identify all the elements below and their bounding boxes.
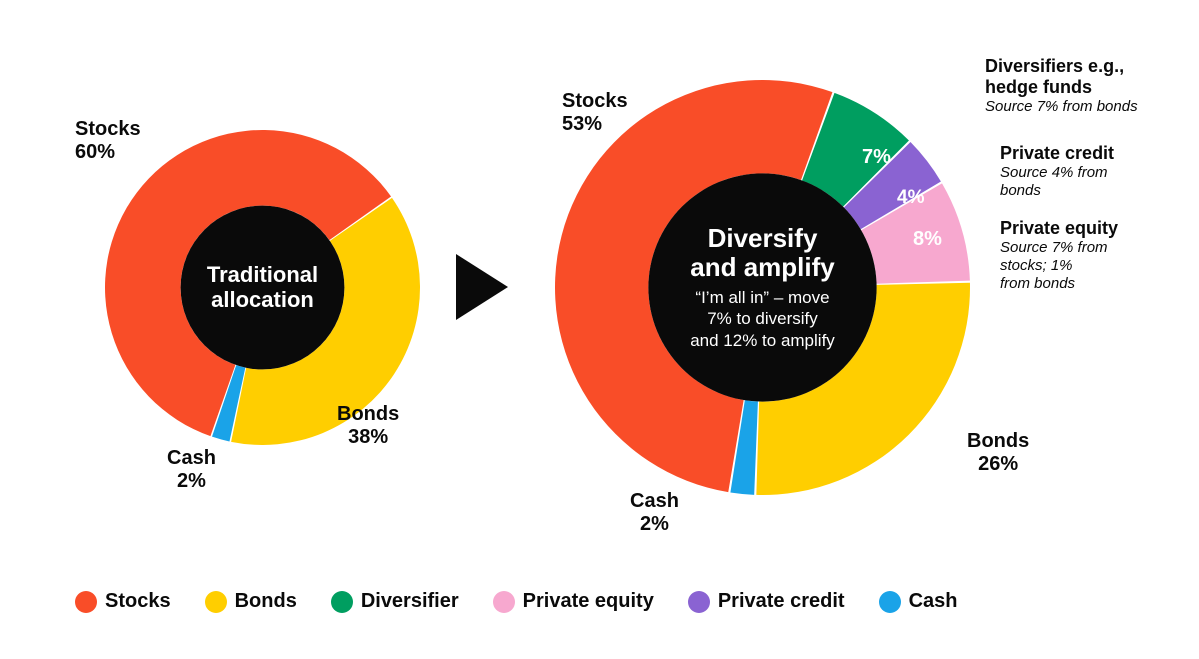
legend-swatch (331, 591, 353, 613)
legend-item-stocks: Stocks (75, 590, 171, 613)
callout-private-equity: Private equity Source 7% from stocks; 1%… (1000, 218, 1185, 292)
legend-swatch (688, 591, 710, 613)
legend-swatch (493, 591, 515, 613)
right-label-cash-name: Cash (630, 490, 679, 513)
right-label-bonds-name: Bonds (967, 430, 1029, 453)
right-center-title: Diversify and amplify (690, 224, 834, 281)
legend-item-private-equity: Private equity (493, 590, 654, 613)
left-donut-center: Traditional allocation (187, 212, 338, 363)
callout-diversifier-src: Source 7% from bonds (985, 98, 1185, 116)
left-donut-chart: Traditional allocation (105, 130, 420, 445)
legend-item-cash: Cash (879, 590, 958, 613)
legend-label: Private credit (718, 590, 845, 613)
right-center-sub: “I’m all in” – move 7% to diversify and … (690, 287, 835, 351)
legend-label: Diversifier (361, 590, 459, 613)
legend-item-diversifier: Diversifier (331, 590, 459, 613)
left-center-title: Traditional allocation (207, 263, 318, 311)
legend-label: Stocks (105, 590, 171, 613)
legend-item-bonds: Bonds (205, 590, 297, 613)
right-label-bonds-pct: 26% (967, 453, 1029, 476)
right-slice-pct-private-credit: 4% (897, 187, 924, 209)
legend-item-private-credit: Private credit (688, 590, 845, 613)
callout-private-equity-src: Source 7% from stocks; 1% from bonds (1000, 239, 1185, 292)
right-slice-pct-private-equity: 8% (913, 228, 942, 251)
infographic-stage: Traditional allocation Stocks 60% Bonds … (0, 0, 1199, 659)
legend-swatch (879, 591, 901, 613)
callout-private-credit-head: Private credit (1000, 143, 1185, 164)
legend: Stocks Bonds Diversifier Private equity Priv… (75, 590, 957, 613)
legend-label: Cash (909, 590, 958, 613)
right-donut-center: Diversify and amplify “I’m all in” – mov… (650, 175, 875, 400)
left-label-bonds-pct: 38% (337, 426, 399, 449)
arrow-shape (456, 254, 508, 320)
left-label-stocks: Stocks 60% (75, 118, 141, 164)
legend-label: Bonds (235, 590, 297, 613)
legend-swatch (205, 591, 227, 613)
right-label-stocks-name: Stocks (562, 90, 628, 113)
legend-swatch (75, 591, 97, 613)
left-label-bonds: Bonds 38% (337, 403, 399, 449)
callout-private-equity-head: Private equity (1000, 218, 1185, 239)
right-donut-chart: Diversify and amplify “I’m all in” – mov… (555, 80, 970, 495)
right-label-cash: Cash 2% (630, 490, 679, 536)
left-label-cash: Cash 2% (167, 447, 216, 493)
left-label-bonds-name: Bonds (337, 403, 399, 426)
right-label-stocks: Stocks 53% (562, 90, 628, 136)
callout-diversifier: Diversifiers e.g., hedge funds Source 7%… (985, 56, 1185, 116)
left-label-cash-pct: 2% (167, 470, 216, 493)
right-label-stocks-pct: 53% (562, 113, 628, 136)
left-label-stocks-name: Stocks (75, 118, 141, 141)
right-slice-pct-diversifier: 7% (862, 146, 891, 169)
callout-private-credit-src: Source 4% from bonds (1000, 164, 1185, 199)
right-label-bonds: Bonds 26% (967, 430, 1029, 476)
legend-label: Private equity (523, 590, 654, 613)
left-label-stocks-pct: 60% (75, 141, 141, 164)
transition-arrow-icon (450, 248, 514, 331)
right-label-cash-pct: 2% (630, 513, 679, 536)
left-label-cash-name: Cash (167, 447, 216, 470)
callout-diversifier-head: Diversifiers e.g., hedge funds (985, 56, 1185, 98)
callout-private-credit: Private credit Source 4% from bonds (1000, 143, 1185, 200)
